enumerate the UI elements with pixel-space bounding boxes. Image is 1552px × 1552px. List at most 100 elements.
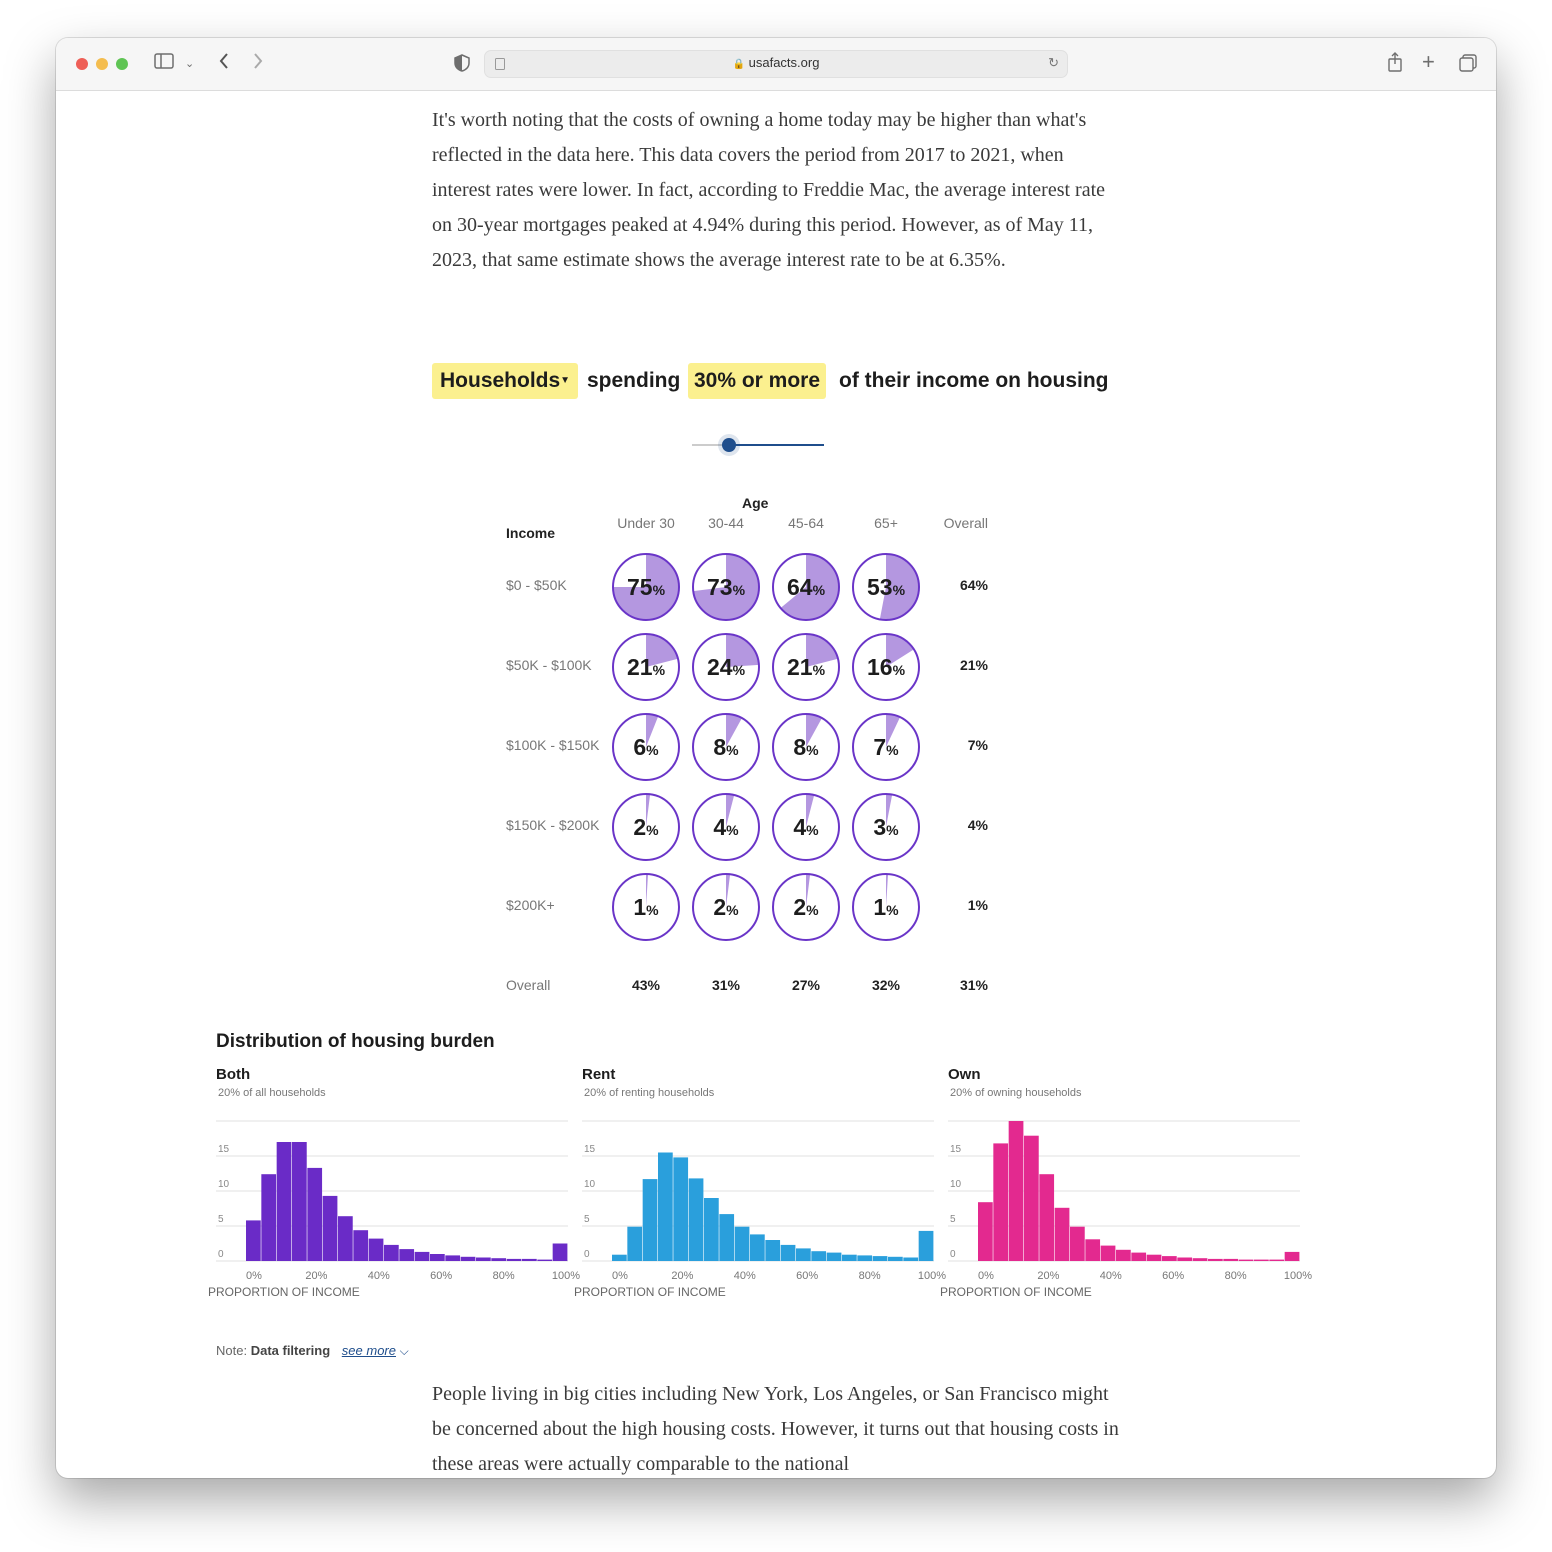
- histogram-bar: [719, 1214, 735, 1261]
- pie-slice: [780, 554, 839, 620]
- pie-cell[interactable]: 8%: [771, 712, 841, 782]
- pie-cell[interactable]: 2%: [691, 872, 761, 942]
- overall-value: 32%: [871, 977, 901, 993]
- pie-cell[interactable]: 16%: [851, 632, 921, 702]
- slider-fill: [728, 444, 824, 446]
- pie-ring: [612, 553, 680, 621]
- histogram-bar: [445, 1255, 461, 1261]
- slider-handle[interactable]: [717, 434, 740, 456]
- income-axis-label: Income: [506, 525, 556, 541]
- histogram-bar: [642, 1179, 658, 1261]
- x-tick-label: 80%: [859, 1270, 881, 1282]
- pie-value: 73%: [707, 574, 746, 600]
- histogram-bar: [673, 1157, 689, 1261]
- histogram-bar: [888, 1256, 903, 1261]
- pie-value: 8%: [793, 734, 819, 760]
- histogram-bar: [734, 1226, 750, 1261]
- pie-cell[interactable]: 1%: [851, 872, 921, 942]
- histogram-bar: [307, 1167, 323, 1261]
- pie-cell[interactable]: 8%: [691, 712, 761, 782]
- pie-cell[interactable]: 7%: [851, 712, 921, 782]
- histogram-bar: [1192, 1258, 1208, 1261]
- zoom-window-button[interactable]: [116, 58, 128, 70]
- histograms-panel: Both 20% of all households 0 5 10 15 0% 20% 40% 6…: [208, 1066, 1312, 1299]
- url-label: usafacts.org: [748, 55, 820, 70]
- new-tab-icon[interactable]: +: [1422, 49, 1435, 74]
- histogram-bar: [688, 1178, 704, 1261]
- x-tick-label: 60%: [1162, 1270, 1184, 1282]
- histogram-bar: [399, 1249, 415, 1261]
- pie-value: 2%: [633, 814, 659, 840]
- pie-cell[interactable]: 2%: [611, 792, 681, 862]
- pie-slice: [886, 874, 889, 907]
- y-tick-label: 5: [218, 1214, 224, 1225]
- forward-icon[interactable]: [252, 52, 264, 75]
- pie-cell[interactable]: 64%: [771, 552, 841, 622]
- pie-ring: [612, 633, 680, 701]
- age-axis-label: Age: [742, 495, 769, 511]
- column-header: 30-44: [708, 515, 744, 531]
- histogram-bar: [368, 1238, 384, 1261]
- tab-overview-icon[interactable]: [1459, 54, 1477, 77]
- privacy-shield-icon[interactable]: [454, 54, 470, 77]
- pie-value: 3%: [873, 814, 899, 840]
- chevron-down-icon[interactable]: ⌵: [399, 1344, 409, 1358]
- address-bar[interactable]: 🔒 usafacts.org ↻: [484, 50, 1068, 78]
- lock-icon: 🔒: [732, 59, 745, 70]
- pie-grid: Age Income Under 30 30-44 45-64 65+ Overall $…: [496, 491, 1056, 1011]
- pie-value: 64%: [787, 574, 826, 600]
- histogram-bar: [338, 1216, 353, 1261]
- histogram-bar: [872, 1256, 888, 1261]
- pie-cell[interactable]: 21%: [611, 632, 681, 702]
- threshold-slider[interactable]: [692, 434, 824, 456]
- chevron-down-icon[interactable]: ⌄: [185, 58, 195, 70]
- pie-ring: [692, 553, 760, 621]
- histogram-bar: [522, 1258, 537, 1261]
- back-icon[interactable]: [218, 52, 230, 75]
- pie-cell[interactable]: 2%: [771, 872, 841, 942]
- pie-value: 6%: [633, 734, 659, 760]
- pie-cell[interactable]: 21%: [771, 632, 841, 702]
- histogram-bar: [1238, 1259, 1254, 1261]
- histogram-bar: [276, 1142, 292, 1261]
- page-icon: [495, 57, 505, 75]
- pie-cell[interactable]: 1%: [611, 872, 681, 942]
- sidebar-icon[interactable]: [154, 53, 174, 74]
- pie-cell[interactable]: 3%: [851, 792, 921, 862]
- histogram-bar: [322, 1195, 338, 1261]
- pie-cell[interactable]: 73%: [691, 552, 761, 622]
- browser-window: ⌄ 🔒 usafacts.org ↻ + It's wort: [56, 38, 1496, 1478]
- histogram-bar: [1162, 1256, 1177, 1261]
- share-icon[interactable]: [1387, 52, 1403, 77]
- histogram-bar: [627, 1226, 643, 1261]
- histograms-title: Distribution of housing burden: [216, 1031, 495, 1052]
- pie-cell[interactable]: 24%: [691, 632, 761, 702]
- close-window-button[interactable]: [76, 58, 88, 70]
- y-tick-label: 0: [950, 1249, 956, 1260]
- histogram-bar: [292, 1142, 307, 1261]
- overall-value: 31%: [711, 977, 741, 993]
- see-more-link[interactable]: see more: [341, 1343, 396, 1358]
- pie-cell[interactable]: 4%: [771, 792, 841, 862]
- histogram-bar: [353, 1230, 369, 1261]
- row-label: $100K - $150K: [506, 737, 600, 753]
- pie-cell[interactable]: 4%: [691, 792, 761, 862]
- histogram-bar: [1039, 1174, 1055, 1261]
- row-overall: 1%: [967, 897, 988, 913]
- minimize-window-button[interactable]: [96, 58, 108, 70]
- x-tick-label: 60%: [430, 1270, 452, 1282]
- pie-cell[interactable]: 53%: [851, 552, 921, 622]
- pie-cell[interactable]: 6%: [611, 712, 681, 782]
- pie-slice: [806, 714, 822, 747]
- reload-icon[interactable]: ↻: [1048, 55, 1059, 70]
- url-text: 🔒 usafacts.org: [485, 55, 1067, 70]
- row-overall: 64%: [959, 577, 988, 593]
- pie-value: 7%: [873, 734, 899, 760]
- y-tick-label: 5: [950, 1214, 956, 1225]
- pie-ring: [692, 873, 760, 941]
- pie-cell[interactable]: 75%: [611, 552, 681, 622]
- x-tick-label: 100%: [552, 1270, 580, 1282]
- pie-ring: [852, 553, 920, 621]
- subject-dropdown[interactable]: Households ▼: [432, 363, 578, 399]
- histogram-bar: [1177, 1257, 1193, 1261]
